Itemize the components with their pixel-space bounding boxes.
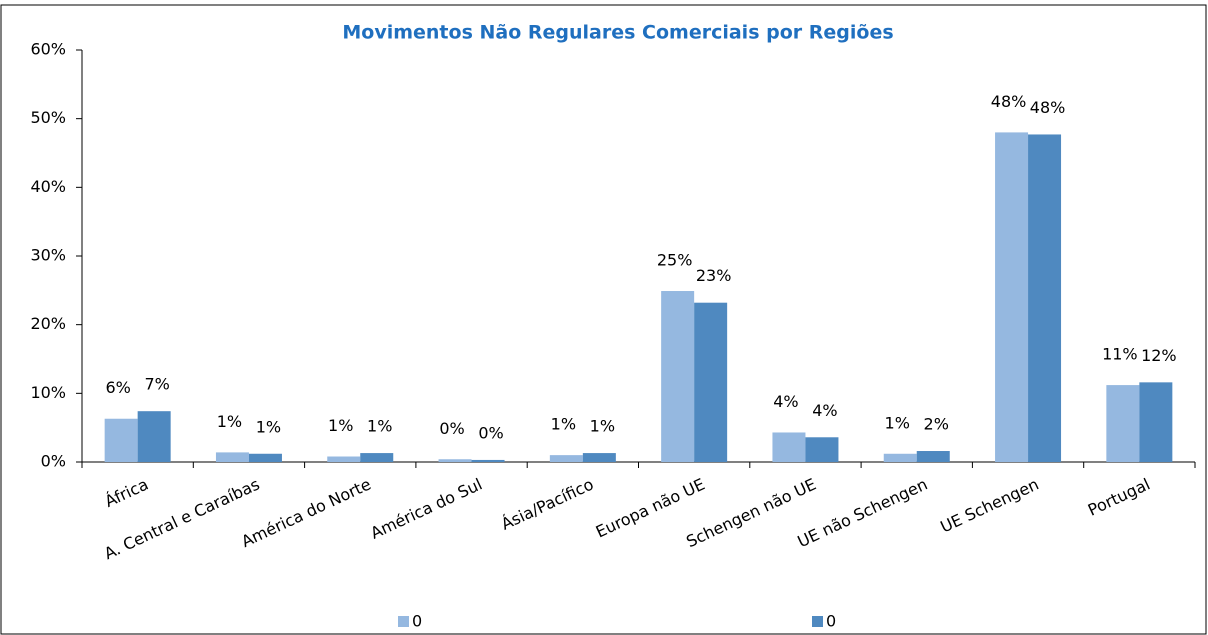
- data-label: 2%: [924, 415, 949, 434]
- data-label: 0%: [478, 423, 503, 442]
- y-tick-label: 60%: [30, 40, 66, 59]
- y-tick-label: 0%: [41, 452, 66, 471]
- data-label: 0%: [439, 419, 464, 438]
- bar: [1028, 134, 1062, 462]
- data-label: 23%: [696, 266, 732, 285]
- data-label: 4%: [812, 401, 837, 420]
- bar: [438, 459, 472, 462]
- x-tick-label: UE Schengen: [937, 474, 1041, 536]
- y-tick-label: 30%: [30, 246, 66, 265]
- data-label: 11%: [1102, 345, 1138, 364]
- bar: [215, 452, 249, 462]
- y-tick-label: 10%: [30, 383, 66, 402]
- x-tick-label: América do Sul: [368, 474, 486, 542]
- legend-swatch: [812, 616, 823, 627]
- bar: [471, 459, 505, 462]
- bar: [995, 132, 1029, 462]
- legend-swatch: [398, 616, 409, 627]
- data-label: 1%: [590, 417, 615, 436]
- bar: [582, 453, 616, 462]
- bar: [248, 453, 282, 462]
- x-tick-label: Ásia/Pacífico: [498, 474, 596, 533]
- x-tick-label: África: [102, 474, 151, 511]
- data-label: 48%: [991, 92, 1027, 111]
- y-tick-label: 20%: [30, 314, 66, 333]
- bar: [360, 453, 394, 462]
- chart-title: Movimentos Não Regulares Comerciais por …: [342, 22, 893, 44]
- legend-label: 0: [826, 612, 836, 631]
- data-label: 7%: [144, 375, 169, 394]
- data-label: 1%: [551, 415, 576, 434]
- x-tick-label: Portugal: [1085, 474, 1153, 519]
- data-label: 1%: [256, 417, 281, 436]
- bar: [327, 456, 361, 462]
- data-label: 12%: [1141, 346, 1177, 365]
- bar: [883, 453, 917, 462]
- bar: [694, 302, 728, 462]
- bar: [916, 451, 950, 462]
- bar: [772, 432, 806, 462]
- bar: [137, 411, 171, 462]
- bar: [104, 418, 138, 462]
- chart-frame: [0, 4, 1207, 635]
- y-tick-label: 50%: [30, 108, 66, 127]
- data-label: 4%: [773, 392, 798, 411]
- data-label: 1%: [217, 412, 242, 431]
- data-label: 25%: [657, 251, 693, 270]
- y-tick-label: 40%: [30, 177, 66, 196]
- data-label: 1%: [885, 413, 910, 432]
- data-label: 48%: [1030, 98, 1066, 117]
- data-label: 1%: [328, 416, 353, 435]
- data-label: 6%: [105, 378, 130, 397]
- data-label: 1%: [367, 417, 392, 436]
- bar: [1106, 385, 1140, 462]
- bar: [805, 437, 839, 462]
- bar: [549, 455, 583, 462]
- bar: [661, 291, 695, 462]
- bar: [1139, 382, 1173, 462]
- legend-label: 0: [412, 612, 422, 631]
